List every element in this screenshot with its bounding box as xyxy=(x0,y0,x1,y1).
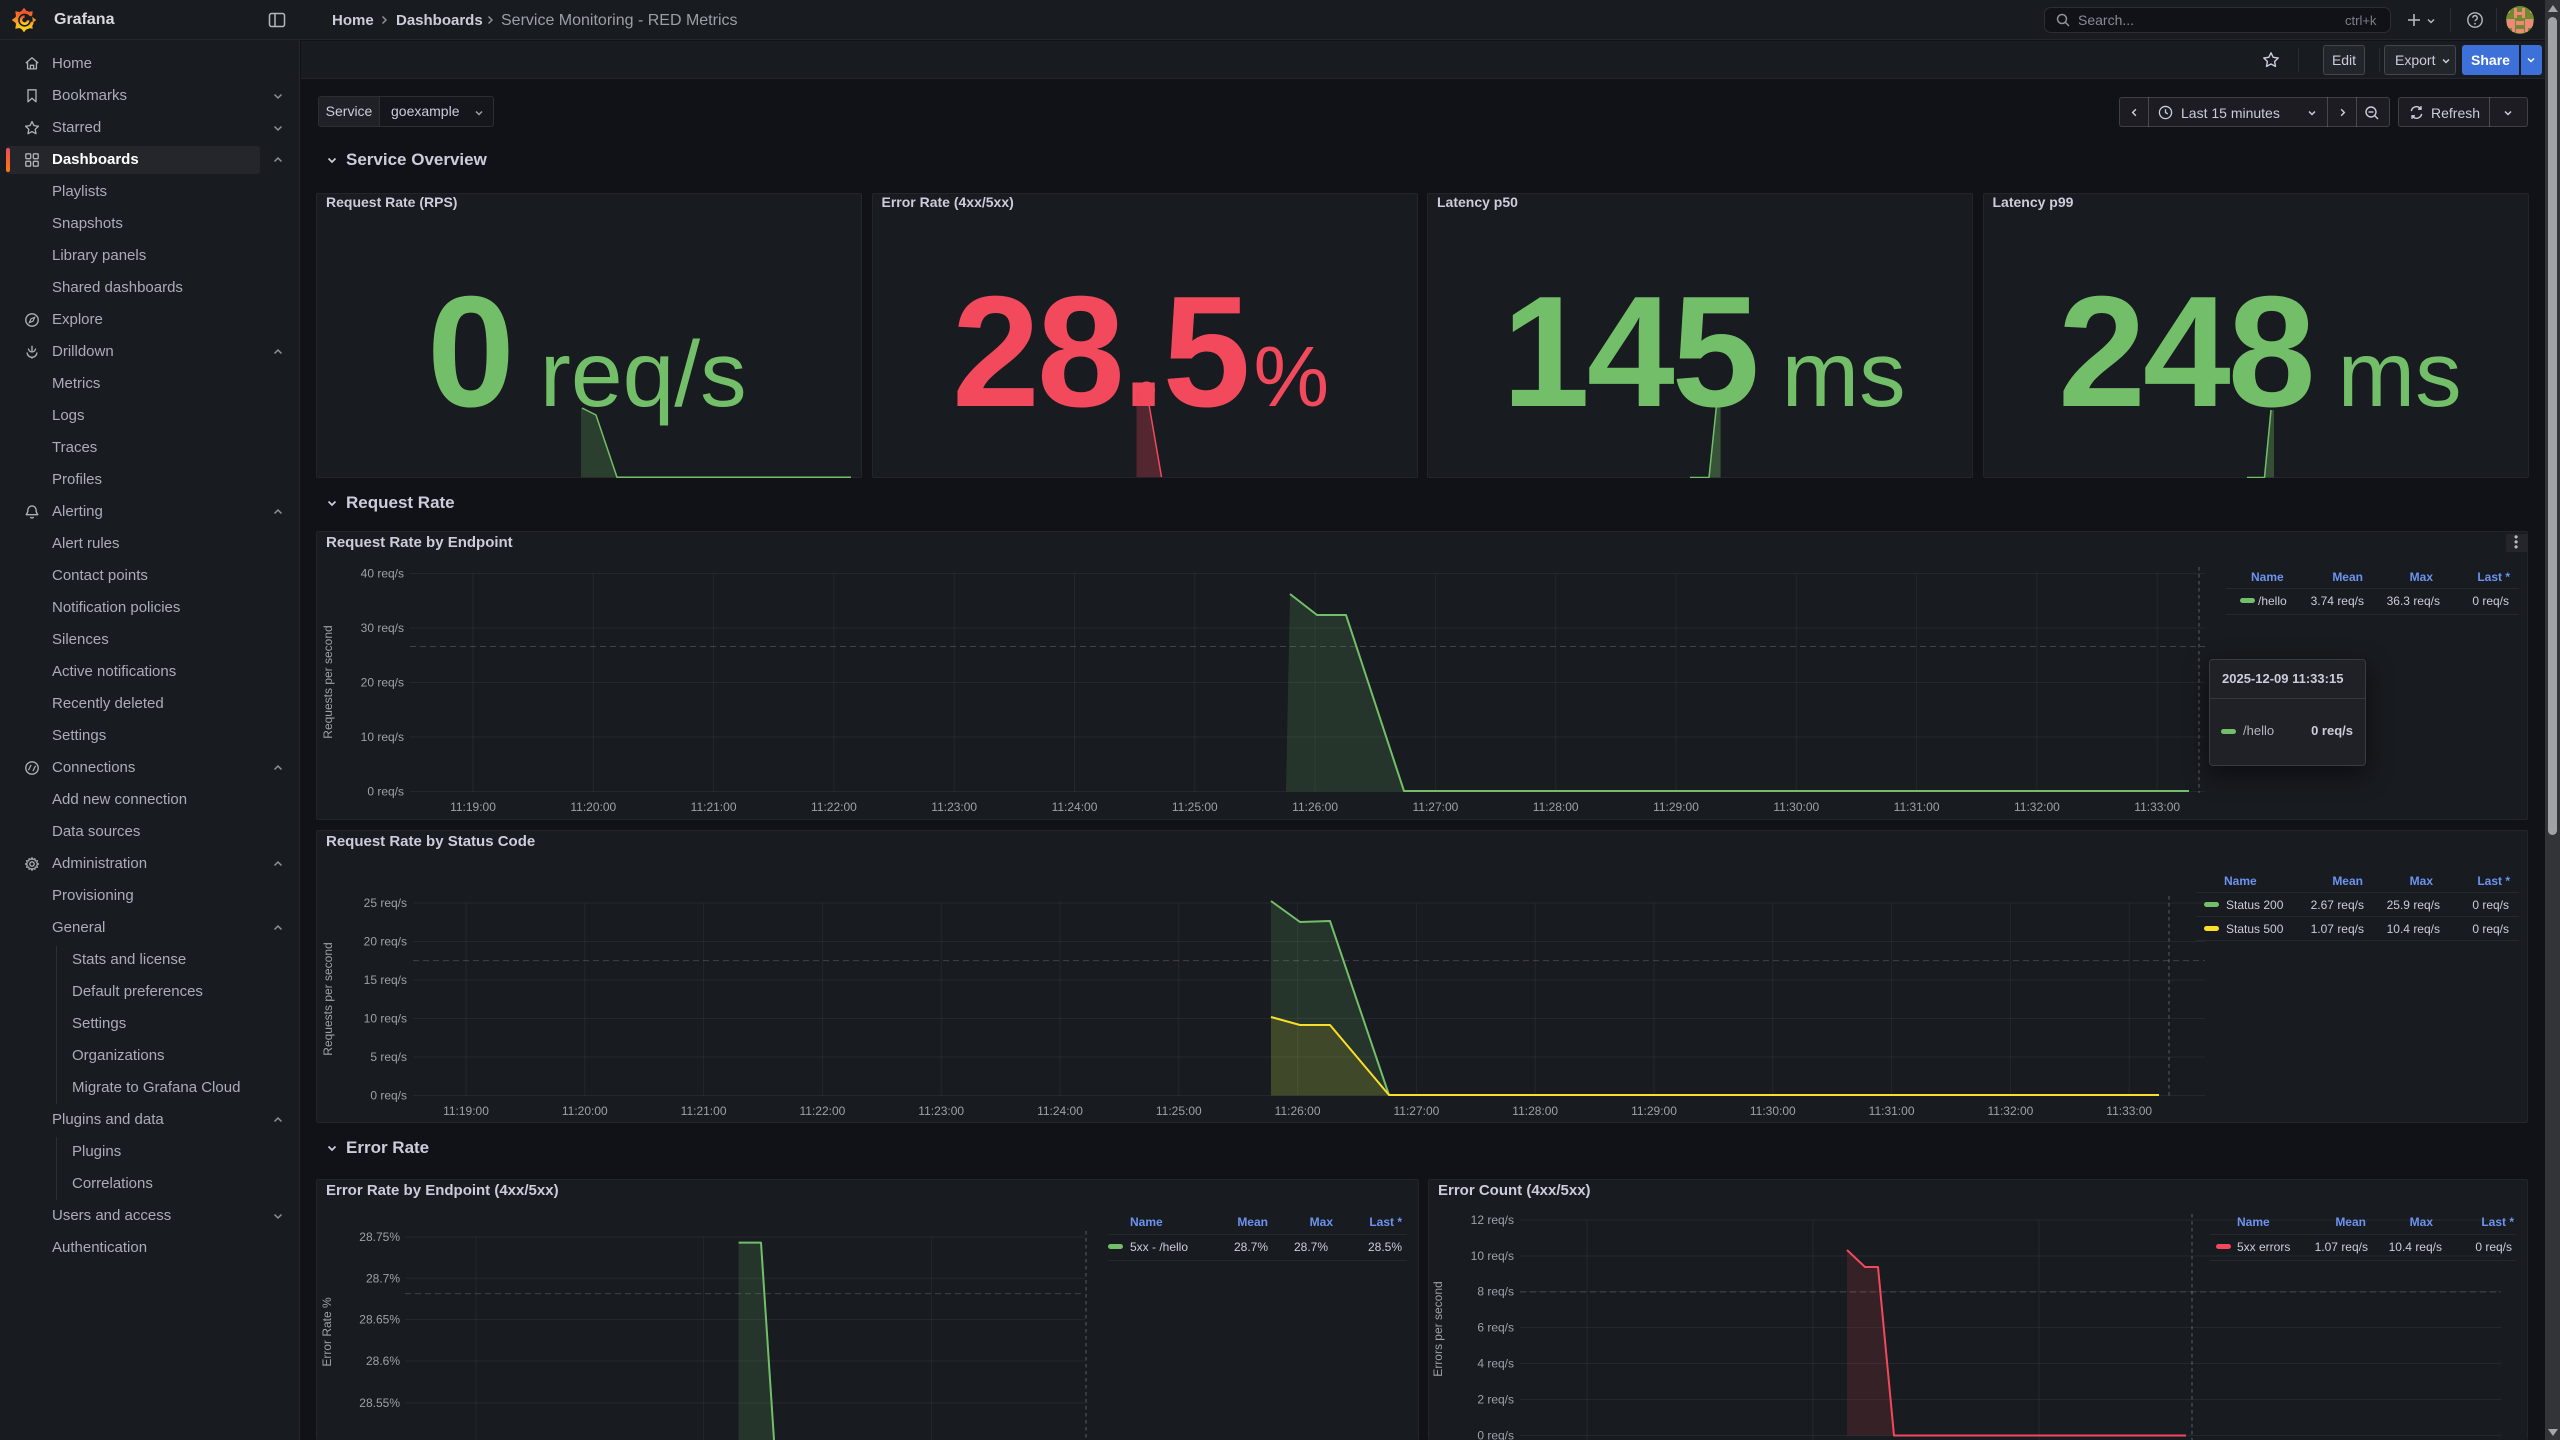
svg-text:11:20:00: 11:20:00 xyxy=(570,800,616,814)
svg-text:4 req/s: 4 req/s xyxy=(1477,1357,1514,1371)
svg-text:Requests per second: Requests per second xyxy=(321,625,335,738)
svg-text:11:24:00: 11:24:00 xyxy=(1037,1104,1083,1118)
svg-text:11:27:00: 11:27:00 xyxy=(1393,1104,1439,1118)
svg-text:11:29:00: 11:29:00 xyxy=(1653,800,1699,814)
svg-text:11:25:00: 11:25:00 xyxy=(1156,1104,1202,1118)
svg-text:10 req/s: 10 req/s xyxy=(1471,1249,1514,1263)
svg-text:11:21:00: 11:21:00 xyxy=(691,800,737,814)
svg-text:28.75%: 28.75% xyxy=(359,1230,400,1244)
svg-text:11:31:00: 11:31:00 xyxy=(1894,800,1940,814)
svg-text:10 req/s: 10 req/s xyxy=(364,1012,407,1026)
svg-text:11:26:00: 11:26:00 xyxy=(1292,800,1338,814)
svg-text:11:30:00: 11:30:00 xyxy=(1750,1104,1796,1118)
svg-text:20 req/s: 20 req/s xyxy=(361,676,404,690)
svg-text:11:32:00: 11:32:00 xyxy=(1987,1104,2033,1118)
svg-text:11:28:00: 11:28:00 xyxy=(1512,1104,1558,1118)
svg-text:25 req/s: 25 req/s xyxy=(364,896,407,910)
svg-text:15 req/s: 15 req/s xyxy=(364,973,407,987)
svg-text:11:27:00: 11:27:00 xyxy=(1412,800,1458,814)
svg-text:11:24:00: 11:24:00 xyxy=(1052,800,1098,814)
svg-text:0 req/s: 0 req/s xyxy=(1477,1429,1514,1440)
svg-text:11:22:00: 11:22:00 xyxy=(811,800,857,814)
svg-text:11:31:00: 11:31:00 xyxy=(1869,1104,1915,1118)
svg-text:Errors per second: Errors per second xyxy=(1431,1281,1445,1376)
svg-text:11:26:00: 11:26:00 xyxy=(1275,1104,1321,1118)
svg-text:28.6%: 28.6% xyxy=(366,1354,400,1368)
svg-text:40 req/s: 40 req/s xyxy=(361,567,404,581)
svg-text:11:28:00: 11:28:00 xyxy=(1533,800,1579,814)
svg-text:0 req/s: 0 req/s xyxy=(367,785,404,799)
svg-text:28.7%: 28.7% xyxy=(366,1271,400,1285)
svg-text:28.55%: 28.55% xyxy=(359,1396,400,1410)
svg-text:10 req/s: 10 req/s xyxy=(361,730,404,744)
svg-text:11:23:00: 11:23:00 xyxy=(918,1104,964,1118)
svg-text:30 req/s: 30 req/s xyxy=(361,621,404,635)
svg-text:11:20:00: 11:20:00 xyxy=(562,1104,608,1118)
svg-text:20 req/s: 20 req/s xyxy=(364,935,407,949)
svg-text:11:22:00: 11:22:00 xyxy=(799,1104,845,1118)
svg-text:11:19:00: 11:19:00 xyxy=(443,1104,489,1118)
svg-text:11:25:00: 11:25:00 xyxy=(1172,800,1218,814)
svg-text:0 req/s: 0 req/s xyxy=(370,1089,407,1103)
svg-text:5 req/s: 5 req/s xyxy=(370,1050,407,1064)
svg-text:11:19:00: 11:19:00 xyxy=(450,800,496,814)
svg-text:28.65%: 28.65% xyxy=(359,1313,400,1327)
svg-text:11:23:00: 11:23:00 xyxy=(931,800,977,814)
svg-text:11:21:00: 11:21:00 xyxy=(681,1104,727,1118)
svg-text:8 req/s: 8 req/s xyxy=(1477,1285,1514,1299)
svg-text:11:30:00: 11:30:00 xyxy=(1773,800,1819,814)
svg-text:11:33:00: 11:33:00 xyxy=(2106,1104,2152,1118)
svg-text:11:29:00: 11:29:00 xyxy=(1631,1104,1677,1118)
svg-text:2 req/s: 2 req/s xyxy=(1477,1393,1514,1407)
svg-text:Requests per second: Requests per second xyxy=(321,942,335,1055)
svg-text:11:33:00: 11:33:00 xyxy=(2134,800,2180,814)
svg-text:6 req/s: 6 req/s xyxy=(1477,1321,1514,1335)
svg-text:11:32:00: 11:32:00 xyxy=(2014,800,2060,814)
svg-text:Error Rate %: Error Rate % xyxy=(320,1297,334,1367)
svg-text:12 req/s: 12 req/s xyxy=(1471,1213,1514,1227)
